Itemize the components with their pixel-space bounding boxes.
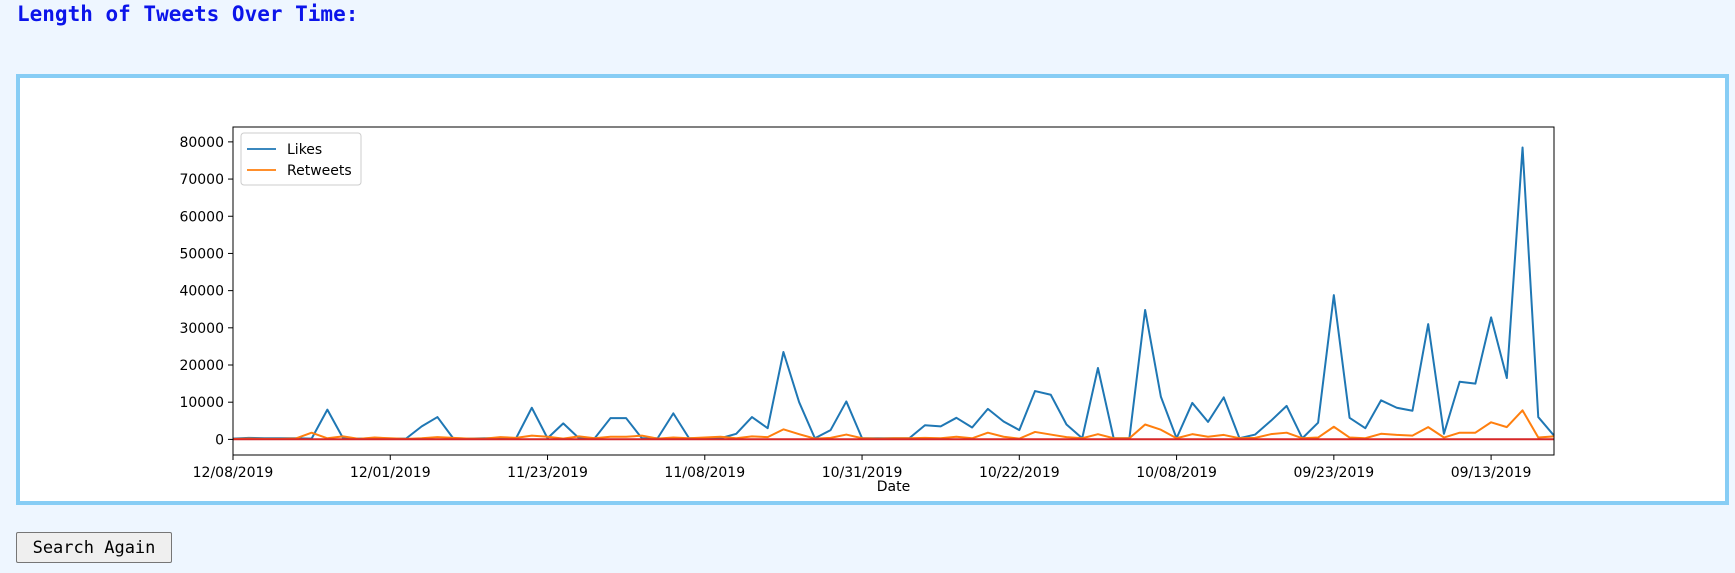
x-tick-label: 10/31/2019 <box>822 465 903 481</box>
y-tick-label: 80000 <box>179 135 224 151</box>
x-axis: 12/08/2019 12/01/2019 11/23/2019 11/08/2019… <box>193 455 1532 481</box>
y-tick-label: 10000 <box>179 395 224 411</box>
y-axis: 0 10000 20000 30000 40000 50000 60000 70000 8000… <box>179 135 233 448</box>
series-lines <box>232 146 1555 441</box>
y-tick-label: 30000 <box>179 321 224 337</box>
likes-retweets-line-chart: 0 10000 20000 30000 40000 50000 60000 70000 8000… <box>179 126 1555 495</box>
x-tick-label: 10/08/2019 <box>1136 465 1217 481</box>
series-line-retweets <box>232 409 1555 441</box>
legend-label-retweets: Retweets <box>287 163 352 179</box>
y-tick-label: 40000 <box>179 284 224 300</box>
y-tick-label: 60000 <box>179 209 224 225</box>
chart-frame: 0 10000 20000 30000 40000 50000 60000 70000 8000… <box>16 74 1729 505</box>
x-tick-label: 11/08/2019 <box>664 465 745 481</box>
page-title: Length of Tweets Over Time: <box>17 2 359 26</box>
search-again-button[interactable]: Search Again <box>16 532 172 563</box>
y-tick-label: 0 <box>215 432 224 448</box>
series-line-likes <box>232 146 1555 440</box>
x-axis-title: Date <box>877 479 910 495</box>
y-tick-label: 20000 <box>179 358 224 374</box>
y-tick-label: 50000 <box>179 246 224 262</box>
legend: Likes Retweets <box>240 132 362 186</box>
x-tick-label: 10/22/2019 <box>979 465 1060 481</box>
legend-box <box>240 132 362 186</box>
y-tick-label: 70000 <box>179 172 224 188</box>
x-tick-label: 12/08/2019 <box>193 465 274 481</box>
legend-label-likes: Likes <box>287 142 322 158</box>
x-tick-label: 09/13/2019 <box>1451 465 1532 481</box>
x-tick-label: 11/23/2019 <box>507 465 588 481</box>
x-tick-label: 09/23/2019 <box>1293 465 1374 481</box>
plot-area-border <box>232 126 1555 456</box>
x-tick-label: 12/01/2019 <box>350 465 431 481</box>
